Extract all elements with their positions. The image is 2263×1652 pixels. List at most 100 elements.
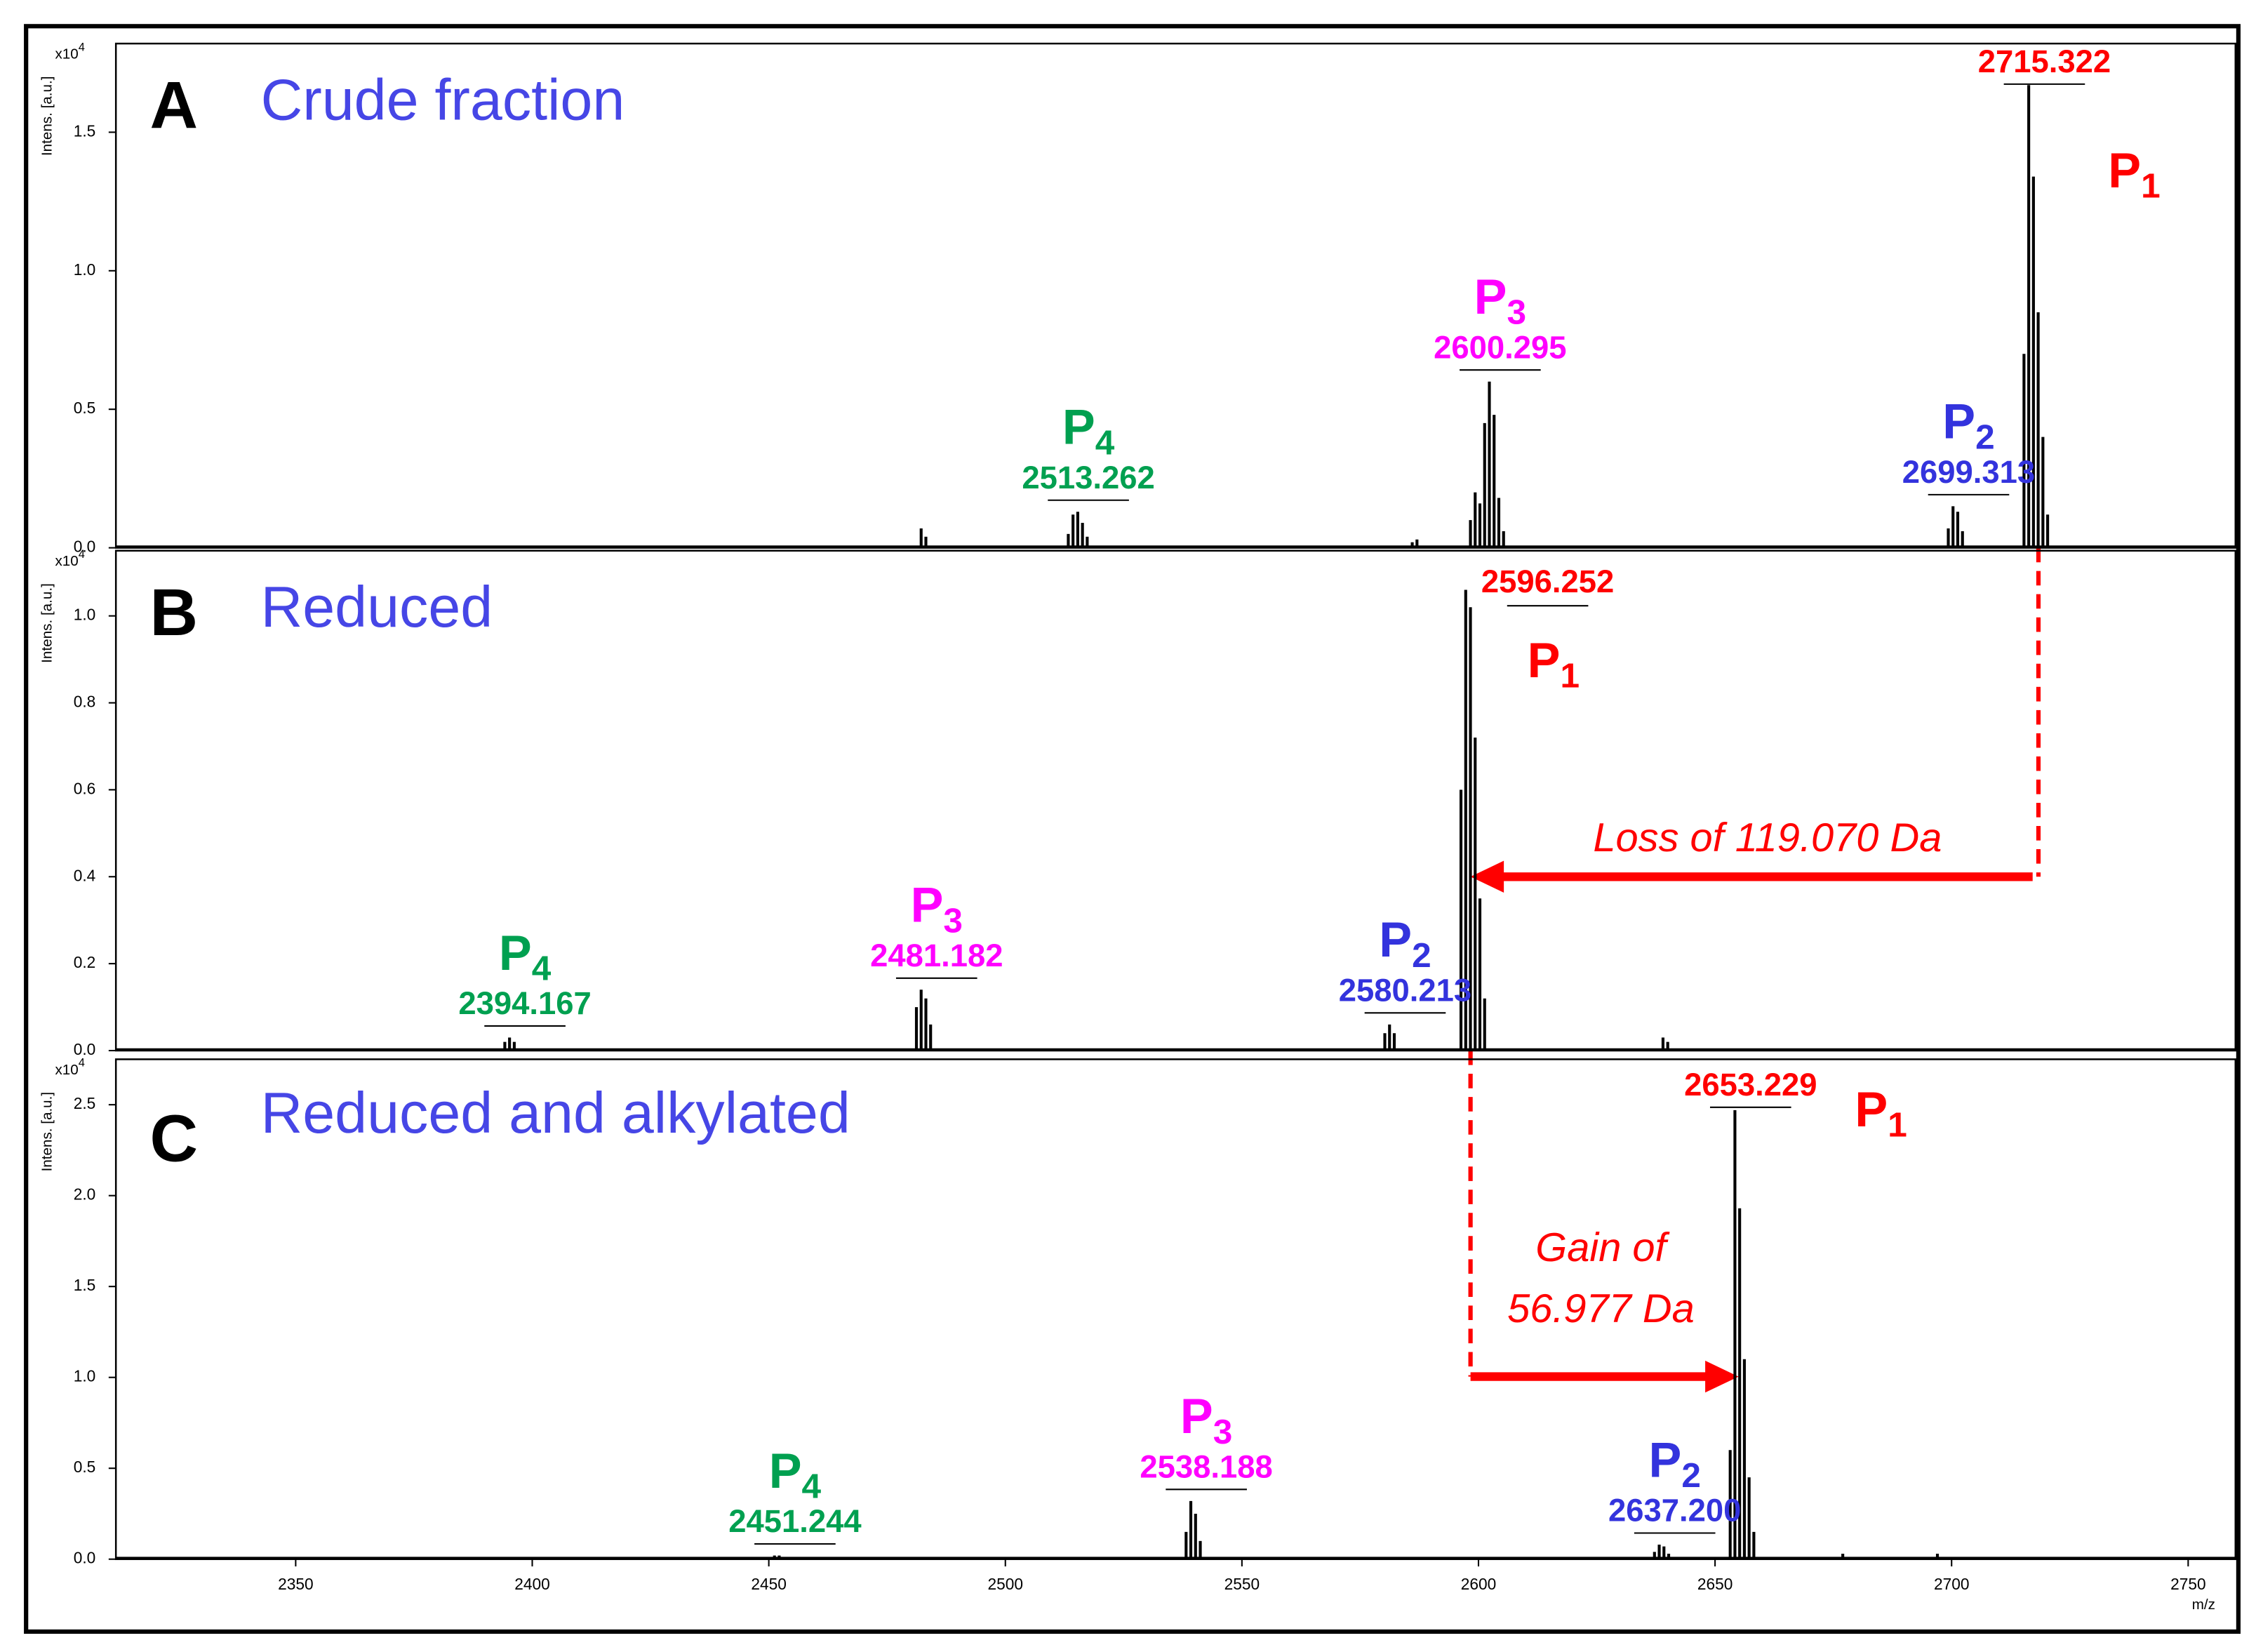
peak-name-index: 3 <box>1213 1412 1233 1451</box>
peak-name-index: 3 <box>1507 293 1527 332</box>
arrow-label: Gain of <box>1535 1225 1670 1270</box>
arrow-label: 56.977 Da <box>1507 1286 1695 1331</box>
panel-title: Crude fraction <box>261 68 625 133</box>
y-scale-exponent: 4 <box>79 1057 85 1070</box>
arrow-head <box>1705 1360 1739 1393</box>
y-scale-base: x10 <box>55 554 78 570</box>
peak-name: P2 <box>1942 393 1994 456</box>
arrow-label: Loss of 119.070 Da <box>1593 815 1942 860</box>
peak-name-index: 4 <box>1095 422 1115 462</box>
peak-mz-label: 2538.188 <box>1140 1448 1272 1484</box>
peak-mz-label: 2600.295 <box>1434 329 1566 365</box>
peak-mz-label: 2653.229 <box>1684 1067 1817 1103</box>
peak-name: P4 <box>499 924 552 987</box>
peak-name-index: 2 <box>1412 935 1431 975</box>
y-tick-label: 2.5 <box>74 1094 96 1112</box>
y-tick-label: 0.0 <box>74 1549 96 1567</box>
peak-name: P1 <box>1528 632 1580 695</box>
peak-mz-label: 2596.252 <box>1481 564 1614 599</box>
x-tick-label: 2350 <box>278 1575 314 1593</box>
peak-name-index: 1 <box>1560 655 1580 695</box>
peak-name-index: 1 <box>2141 166 2161 206</box>
plot-area <box>114 1058 2237 1560</box>
peak-mz-label: 2513.262 <box>1022 460 1154 495</box>
peak-mz-label: 2580.213 <box>1339 972 1471 1008</box>
peak-name-index: 4 <box>532 949 552 988</box>
x-tick-label: 2650 <box>1697 1575 1733 1593</box>
peak-name-index: 2 <box>1975 417 1995 456</box>
y-tick-label: 1.0 <box>74 260 96 279</box>
y-tick-label: 0.4 <box>74 866 96 884</box>
panel-letter: A <box>149 68 198 142</box>
peak-mz-label: 2481.182 <box>870 938 1003 973</box>
y-scale-base: x10 <box>55 46 78 62</box>
y-tick-label: 0.5 <box>74 399 96 417</box>
peak-name: P4 <box>769 1442 822 1505</box>
peak-name-index: 3 <box>943 900 963 940</box>
peak-name: P3 <box>1474 269 1526 332</box>
y-tick-label: 0.0 <box>74 1040 96 1058</box>
peak-mz-label: 2451.244 <box>728 1503 862 1539</box>
arrow-loss <box>1470 547 2041 893</box>
y-tick-label: 1.5 <box>74 121 96 140</box>
peak-name: P3 <box>911 877 963 940</box>
y-scale-exponent: 4 <box>79 41 85 54</box>
x-tick-label: 2400 <box>514 1575 550 1593</box>
peak-name-letter: P <box>1180 1388 1213 1444</box>
y-scale: x104 <box>55 1057 84 1078</box>
y-tick-label: 1.0 <box>74 606 96 624</box>
y-tick-label: 0.6 <box>74 779 96 797</box>
y-tick-label: 0.5 <box>74 1458 96 1476</box>
peak-name: P2 <box>1649 1432 1701 1495</box>
peak-name-letter: P <box>1855 1081 1888 1137</box>
panel-letter: C <box>149 1101 198 1175</box>
arrow-gain <box>1468 1051 1739 1393</box>
x-tick-label: 2450 <box>751 1575 787 1593</box>
peak-name-letter: P <box>1474 269 1507 324</box>
x-tick-label: 2550 <box>1224 1575 1260 1593</box>
peak-name-index: 4 <box>802 1467 822 1506</box>
peak-name: P2 <box>1379 912 1431 975</box>
peak-name-letter: P <box>1528 632 1561 687</box>
peak-name-letter: P <box>1649 1432 1682 1487</box>
peak-name-letter: P <box>1942 393 1975 448</box>
peak-name-letter: P <box>769 1442 802 1498</box>
peak-mz-label: 2394.167 <box>458 985 591 1021</box>
y-axis-label: Intens. [a.u.] <box>39 76 55 156</box>
peak-name: P4 <box>1062 399 1115 462</box>
peak-mz-label: 2715.322 <box>1978 44 2111 79</box>
peak-name-letter: P <box>2108 142 2141 197</box>
x-tick-label: 2600 <box>1461 1575 1497 1593</box>
y-tick-label: 2.0 <box>74 1185 96 1204</box>
peak-name-letter: P <box>911 877 944 932</box>
arrow-head <box>1470 860 1504 893</box>
panel-letter: B <box>149 575 198 650</box>
peak-name-index: 1 <box>1888 1105 1907 1145</box>
y-tick-label: 1.0 <box>74 1367 96 1385</box>
y-tick-label: 0.2 <box>74 953 96 971</box>
panel-title: Reduced <box>261 575 493 639</box>
y-scale-exponent: 4 <box>79 548 85 561</box>
y-axis-label: Intens. [a.u.] <box>39 583 55 663</box>
peak-mz-label: 2699.313 <box>1902 454 2035 490</box>
y-tick-label: 0.0 <box>74 538 96 556</box>
y-tick-label: 0.8 <box>74 693 96 711</box>
x-axis-label: m/z <box>2192 1597 2215 1613</box>
plot-area <box>114 42 2237 549</box>
frame <box>24 24 2241 1634</box>
peak-name-letter: P <box>1062 399 1095 454</box>
panel-title: Reduced and alkylated <box>261 1081 850 1145</box>
peak-name-index: 2 <box>1681 1456 1701 1495</box>
peak-name: P1 <box>1855 1081 1907 1145</box>
x-tick-label: 2700 <box>1934 1575 1970 1593</box>
y-tick-label: 1.5 <box>74 1276 96 1294</box>
plot-area <box>114 549 2237 1052</box>
y-scale: x104 <box>55 548 84 569</box>
peak-name-letter: P <box>499 924 532 980</box>
peak-name-letter: P <box>1379 912 1412 967</box>
x-tick-label: 2750 <box>2170 1575 2206 1593</box>
x-tick-label: 2500 <box>987 1575 1023 1593</box>
y-scale: x104 <box>55 41 84 62</box>
